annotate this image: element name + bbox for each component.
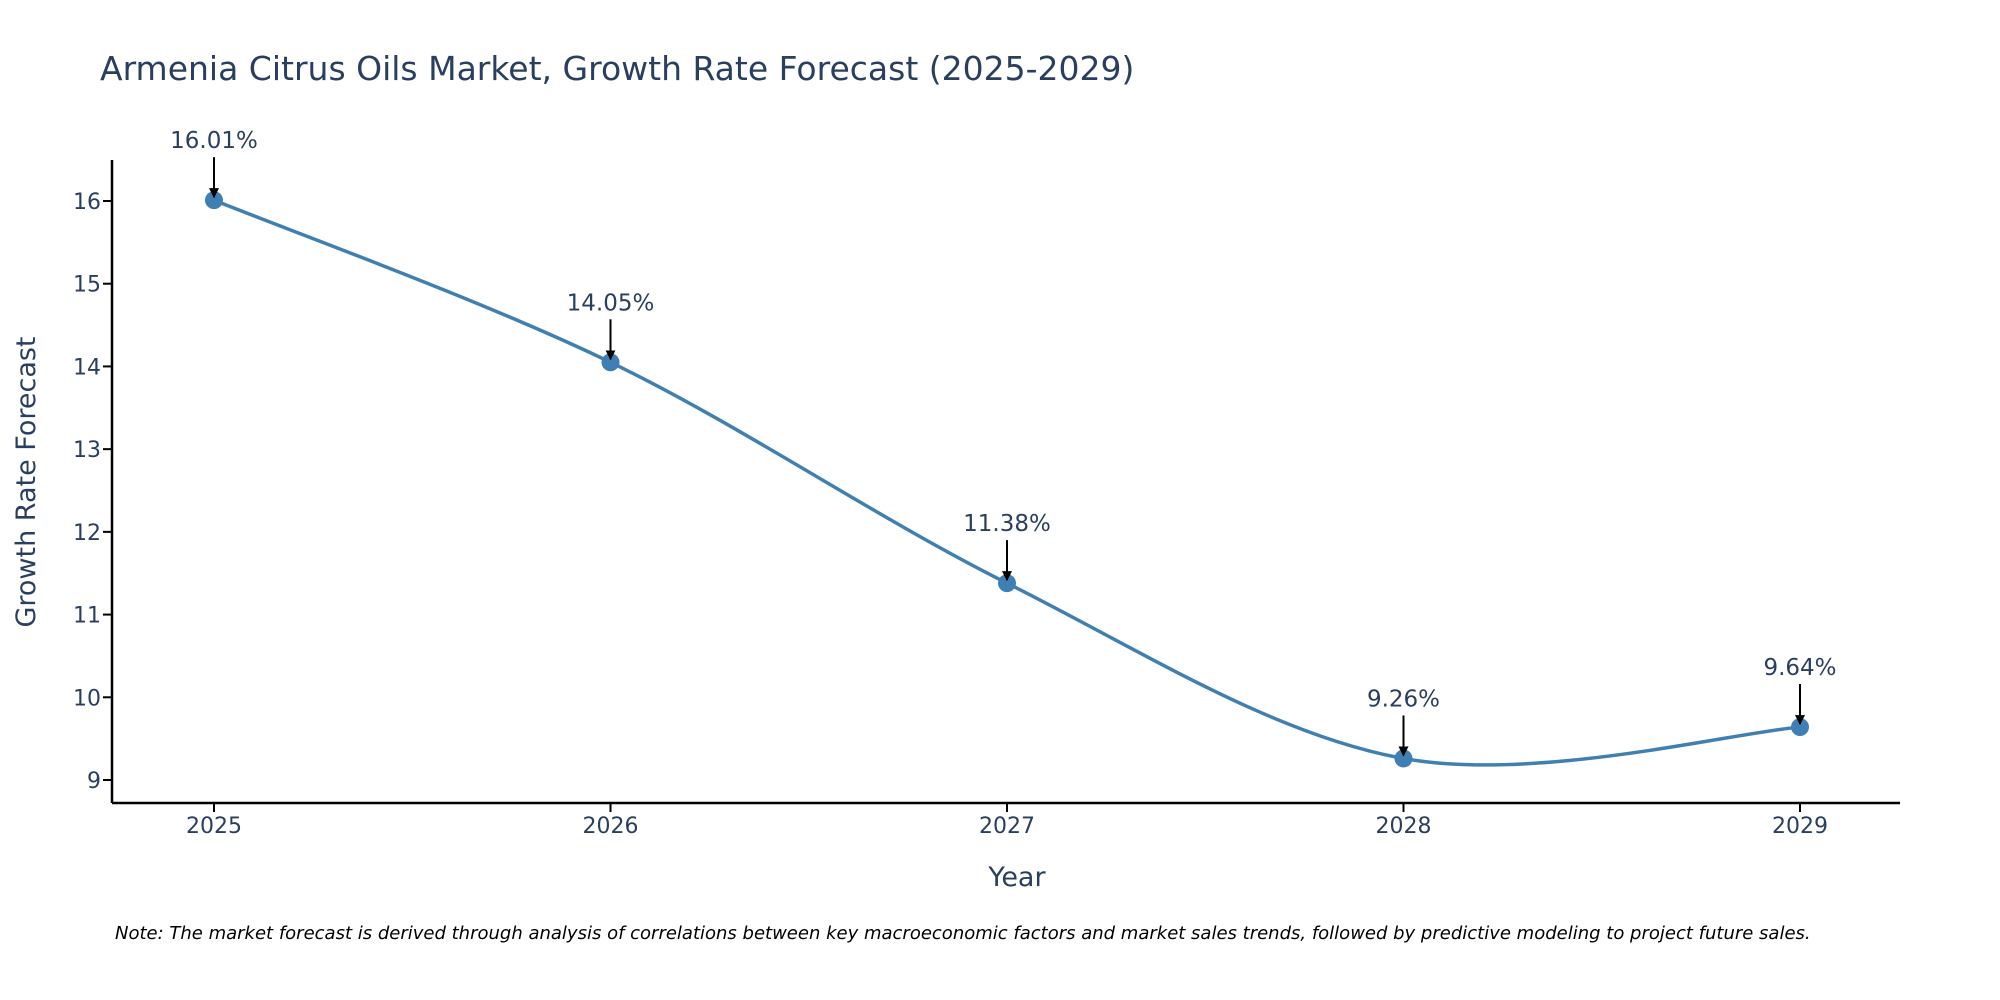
y-tick-label: 9 <box>87 769 101 794</box>
data-label: 14.05% <box>567 290 655 316</box>
y-tick-label: 10 <box>73 686 101 711</box>
y-tick-label: 14 <box>73 355 101 380</box>
data-labels: 16.01% 14.05% 11.38% 9.26% 9.64% <box>170 128 1837 757</box>
y-tick-label: 15 <box>73 273 101 298</box>
x-tick-label: 2025 <box>186 814 242 839</box>
y-tick-label: 16 <box>73 190 101 215</box>
y-tick-label: 12 <box>73 521 101 546</box>
data-point-markers <box>205 191 1809 768</box>
y-axis-title: Growth Rate Forecast <box>11 336 42 627</box>
y-tick-label: 13 <box>73 438 101 463</box>
data-label: 9.26% <box>1367 686 1440 712</box>
y-tick-label: 11 <box>73 604 101 629</box>
x-axis-title: Year <box>987 862 1046 893</box>
x-tick-label: 2026 <box>583 814 639 839</box>
x-tick-label: 2028 <box>1376 814 1432 839</box>
data-label: 16.01% <box>170 128 258 154</box>
growth-rate-line <box>213 198 1801 767</box>
chart-title: Armenia Citrus Oils Market, Growth Rate … <box>100 49 1134 88</box>
x-tick-label: 2029 <box>1772 814 1828 839</box>
x-axis-ticks: 2025 2026 2027 2028 2029 <box>186 803 1828 839</box>
x-tick-label: 2027 <box>979 814 1035 839</box>
forecast-note: Note: The market forecast is derived thr… <box>115 923 1811 944</box>
y-axis-ticks: 9 10 11 12 13 14 15 16 <box>73 190 112 794</box>
data-label: 9.64% <box>1763 655 1836 681</box>
data-label: 11.38% <box>963 511 1051 537</box>
